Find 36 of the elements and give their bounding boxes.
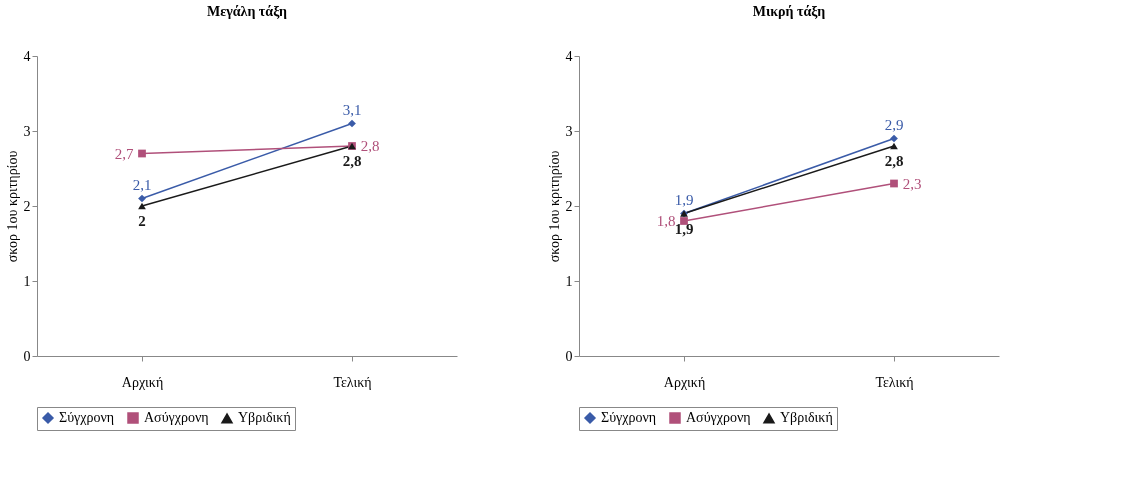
y-tick-label: 2 [565, 198, 573, 214]
x-tick-label: Αρχική [663, 374, 706, 390]
data-label: 2,8 [360, 138, 380, 154]
data-label: 2,7 [114, 145, 134, 162]
x-tick-label: Τελική [875, 374, 914, 390]
legend-label: Σύγχρονη [59, 410, 115, 425]
data-label: 2,1 [132, 176, 152, 193]
legend-label: Υβριδική [780, 410, 833, 426]
y-tick-label: 4 [23, 48, 31, 64]
chart-title: Μεγάλη τάξη [206, 4, 288, 19]
legend-label: Υβριδική [238, 410, 291, 426]
data-label: 2,9 [884, 116, 904, 133]
y-axis-title: σκορ 1ου κριτηρίου [4, 150, 20, 263]
data-label: 2,8 [342, 153, 362, 169]
y-tick-label: 4 [565, 48, 573, 64]
x-tick-label: Αρχική [121, 374, 164, 390]
y-tick-label: 3 [565, 123, 573, 139]
legend-label: Ασύγχρονη [144, 410, 209, 425]
y-axis-title: σκορ 1ου κριτηρίου [546, 150, 562, 263]
data-label: 2,3 [902, 175, 922, 192]
x-tick-label: Τελική [333, 374, 372, 390]
data-label: 1,9 [674, 191, 694, 208]
chart-title: Μικρή τάξη [752, 4, 826, 19]
data-label: 1,9 [674, 220, 694, 237]
y-tick-label: 2 [23, 198, 31, 214]
data-label: 2,8 [884, 153, 904, 169]
data-label: 2 [138, 213, 146, 229]
y-tick-label: 3 [23, 123, 31, 139]
y-tick-label: 1 [23, 273, 31, 289]
data-label: 1,8 [656, 213, 676, 229]
y-tick-label: 0 [565, 348, 573, 364]
y-tick-label: 0 [23, 348, 31, 364]
data-label: 3,1 [342, 101, 362, 118]
legend-label: Ασύγχρονη [686, 410, 751, 425]
y-tick-label: 1 [565, 273, 573, 289]
legend-label: Σύγχρονη [601, 410, 657, 425]
